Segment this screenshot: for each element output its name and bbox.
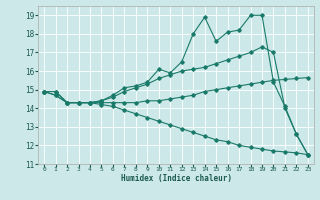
X-axis label: Humidex (Indice chaleur): Humidex (Indice chaleur)	[121, 174, 231, 183]
